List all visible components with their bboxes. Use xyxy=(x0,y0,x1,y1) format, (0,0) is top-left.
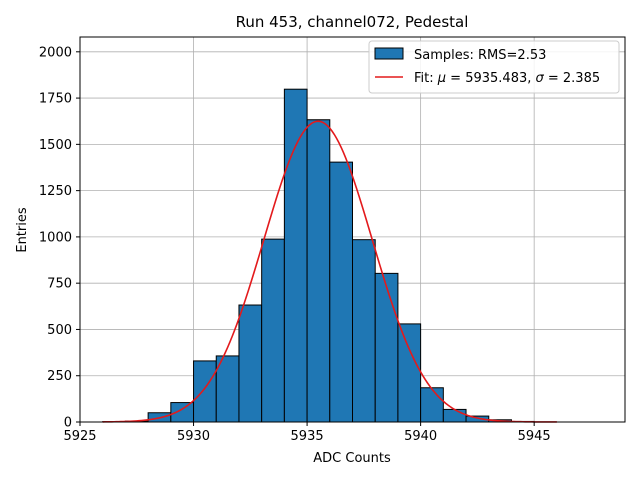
histogram-bar xyxy=(284,89,307,422)
y-axis-label: Entries xyxy=(15,207,30,253)
chart-title: Run 453, channel072, Pedestal xyxy=(236,13,469,31)
y-tick-label: 2000 xyxy=(39,45,72,60)
histogram-bar xyxy=(239,305,262,422)
legend-label-samples: Samples: RMS=2.53 xyxy=(414,48,546,63)
y-tick-label: 1750 xyxy=(39,92,72,107)
x-tick-label: 5935 xyxy=(291,429,324,444)
y-tick-label: 1250 xyxy=(39,184,72,199)
y-axis-ticks: 0 250 500 750 1000 1250 1500 1750 2000 xyxy=(39,45,80,430)
fit-mu-symbol: μ xyxy=(437,71,446,86)
histogram-bar xyxy=(353,240,376,422)
histogram-bar xyxy=(330,162,353,422)
histogram-bar xyxy=(194,361,217,422)
histogram-bars xyxy=(103,89,534,422)
histogram-bar xyxy=(262,239,285,422)
y-tick-label: 750 xyxy=(47,277,72,292)
x-axis-ticks: 5925 5930 5935 5940 5945 xyxy=(63,422,550,444)
fit-mu-value: = 5935.483, xyxy=(446,71,535,86)
y-tick-label: 1500 xyxy=(39,138,72,153)
x-tick-label: 5940 xyxy=(404,429,437,444)
histogram-bar xyxy=(375,273,398,422)
y-tick-label: 500 xyxy=(47,323,72,338)
fit-prefix: Fit: xyxy=(414,71,438,86)
x-tick-label: 5930 xyxy=(177,429,210,444)
legend-swatch-samples xyxy=(375,48,403,59)
x-axis-label: ADC Counts xyxy=(313,451,391,466)
y-tick-label: 1000 xyxy=(39,230,72,245)
histogram-bar xyxy=(398,324,421,422)
y-tick-label: 250 xyxy=(47,369,72,384)
fit-sigma-value: = 2.385 xyxy=(544,71,600,86)
histogram-bar xyxy=(421,388,444,422)
histogram-bar xyxy=(307,120,330,422)
x-tick-label: 5945 xyxy=(518,429,551,444)
y-tick-label: 0 xyxy=(64,416,72,431)
x-tick-label: 5925 xyxy=(63,429,96,444)
legend-label-fit: Fit: μ = 5935.483, σ = 2.385 xyxy=(414,71,600,86)
histogram-bar xyxy=(443,409,466,422)
legend: Samples: RMS=2.53 Fit: μ = 5935.483, σ =… xyxy=(369,41,619,93)
